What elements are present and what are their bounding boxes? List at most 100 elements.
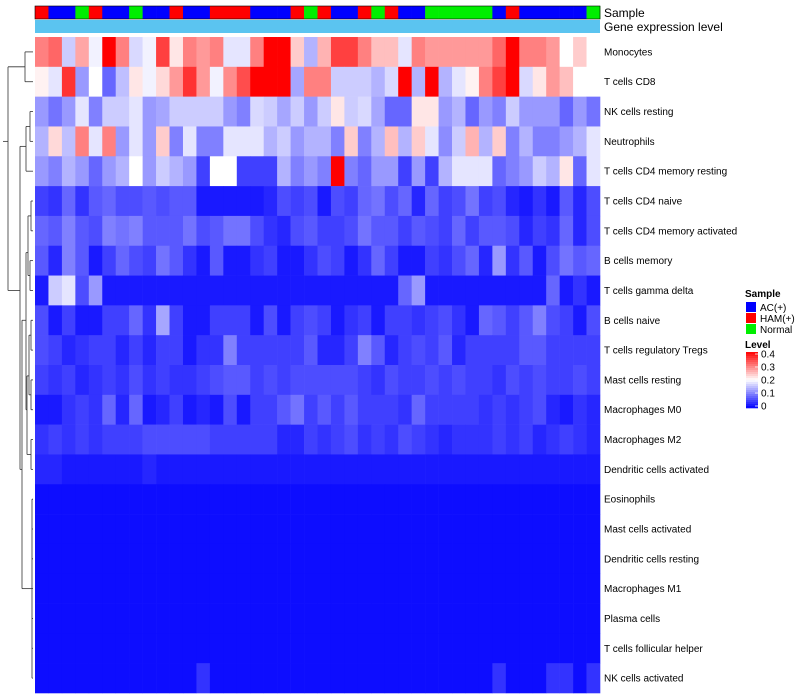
heatmap-cell — [344, 514, 359, 545]
heatmap-cell — [250, 305, 264, 336]
heatmap-cell — [61, 335, 76, 366]
heatmap-cell — [182, 37, 197, 68]
heatmap-cell — [411, 514, 426, 545]
row-label: T cells CD4 memory resting — [604, 167, 727, 178]
heatmap-cell — [438, 663, 453, 694]
heatmap-cell — [129, 215, 143, 247]
heatmap-cell — [182, 543, 197, 575]
heatmap-cell — [559, 663, 574, 694]
heatmap-cell — [102, 37, 117, 68]
row-label: B cells naive — [604, 316, 661, 327]
heatmap-cell — [573, 603, 587, 634]
heatmap-cell — [532, 126, 547, 157]
heatmap-cell — [452, 186, 466, 217]
row-label: T cells gamma delta — [604, 286, 694, 297]
heatmap-cell — [492, 514, 507, 545]
heatmap-cell — [88, 603, 103, 634]
heatmap-cell — [102, 633, 117, 664]
row-label: Macrophages M2 — [604, 435, 682, 446]
heatmap-cell — [35, 454, 49, 485]
heatmap-cell — [263, 543, 278, 575]
heatmap-cell — [223, 305, 238, 336]
level-legend-gradient — [746, 358, 758, 361]
heatmap-cell — [169, 156, 184, 187]
heatmap-cell — [546, 394, 560, 425]
heatmap-cell — [344, 245, 359, 276]
heatmap-cell — [384, 454, 399, 485]
level-legend-title: Level — [745, 340, 771, 351]
heatmap-cell — [250, 573, 264, 604]
heatmap-cell — [263, 37, 278, 68]
level-legend-gradient — [746, 382, 758, 385]
heatmap-cell — [384, 365, 399, 396]
heatmap-cell — [223, 484, 238, 515]
heatmap-cell — [478, 96, 493, 127]
heatmap-cell — [519, 335, 534, 366]
heatmap-cell — [250, 484, 264, 515]
heatmap-cell — [425, 126, 439, 157]
heatmap-cell — [304, 454, 318, 485]
heatmap-cell — [384, 424, 399, 455]
heatmap-cell — [196, 37, 211, 68]
sample-annotation-cell — [317, 6, 332, 19]
heatmap-cell — [425, 66, 439, 97]
sample-legend-label: Normal — [760, 325, 792, 336]
heatmap-cell — [182, 663, 197, 694]
heatmap-cell — [61, 663, 76, 694]
heatmap-cell — [505, 514, 520, 545]
heatmap-cell — [317, 424, 332, 455]
level-legend-gradient — [746, 354, 758, 357]
heatmap-cell — [182, 66, 197, 97]
heatmap-cell — [384, 66, 399, 97]
heatmap-cell — [438, 514, 453, 545]
heatmap-cell — [223, 245, 238, 276]
heatmap-cell — [438, 573, 453, 604]
heatmap-cell — [48, 245, 63, 276]
heatmap-cell — [398, 156, 412, 187]
heatmap-cell — [330, 305, 345, 336]
heatmap-cell — [519, 454, 534, 485]
heatmap-cell — [209, 365, 224, 396]
heatmap-cell — [317, 96, 332, 127]
heatmap-cell — [156, 186, 170, 217]
heatmap-cell — [88, 514, 103, 545]
heatmap-cell — [519, 245, 534, 276]
heatmap-cell — [115, 633, 130, 664]
heatmap-cell — [250, 633, 264, 664]
heatmap-cell — [115, 245, 130, 276]
heatmap-cell — [169, 365, 184, 396]
heatmap-cell — [573, 365, 587, 396]
heatmap-cell — [505, 633, 520, 664]
heatmap-cell — [478, 215, 493, 247]
heatmap-cell — [129, 245, 143, 276]
heatmap-cell — [344, 573, 359, 604]
heatmap-cell — [88, 365, 103, 396]
heatmap-cell — [573, 394, 587, 425]
sample-annotation-cell — [223, 6, 238, 19]
heatmap-cell — [317, 514, 332, 545]
heatmap-cell — [465, 663, 480, 694]
heatmap-cell — [330, 37, 345, 68]
heatmap-cell — [182, 156, 197, 187]
heatmap-cell — [209, 573, 224, 604]
heatmap-cell — [559, 305, 574, 336]
heatmap-cell — [115, 484, 130, 515]
row-label: Macrophages M1 — [604, 584, 682, 595]
heatmap-cell — [35, 573, 49, 604]
heatmap-cell — [573, 424, 587, 455]
heatmap-cell — [209, 633, 224, 664]
heatmap-cell — [330, 335, 345, 366]
heatmap-cell — [438, 543, 453, 575]
heatmap-cell — [438, 365, 453, 396]
heatmap-cell — [573, 96, 587, 127]
heatmap-cell — [236, 186, 251, 217]
heatmap-cell — [398, 305, 412, 336]
heatmap-cell — [330, 365, 345, 396]
heatmap-cell — [371, 365, 386, 396]
heatmap-cell — [277, 573, 291, 604]
heatmap-cell — [35, 633, 49, 664]
heatmap-cell — [304, 305, 318, 336]
sample-annotation-cell — [290, 6, 305, 19]
heatmap-cell — [505, 394, 520, 425]
heatmap-cell — [586, 96, 601, 127]
